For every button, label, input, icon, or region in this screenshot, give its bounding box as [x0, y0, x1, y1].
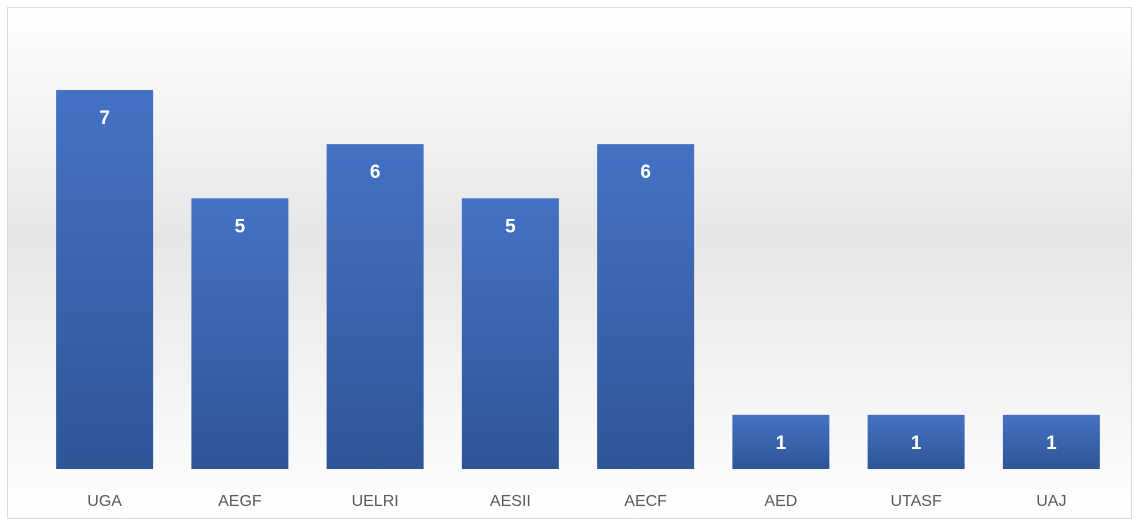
data-label: 6: [370, 162, 381, 183]
data-label: 1: [1046, 433, 1057, 454]
x-tick-label: AESII: [490, 493, 531, 510]
x-tick-label: AECF: [624, 493, 667, 510]
bar: [732, 414, 830, 469]
bar: [326, 144, 424, 469]
x-tick-label: AEGF: [218, 493, 262, 510]
data-label: 5: [505, 216, 516, 237]
x-tick-label: UTASF: [890, 493, 941, 510]
bar: [461, 198, 559, 470]
x-tick-label: UAJ: [1036, 493, 1066, 510]
data-label: 6: [640, 162, 651, 183]
data-label: 1: [911, 433, 922, 454]
x-tick-label: AED: [764, 493, 797, 510]
bar: [1002, 414, 1100, 469]
bar: [191, 198, 289, 470]
bar: [867, 414, 965, 469]
data-label: 5: [235, 216, 246, 237]
bar: [597, 144, 695, 469]
bar: [56, 90, 154, 469]
x-tick-label: UELRI: [352, 493, 399, 510]
data-label: 1: [776, 433, 787, 454]
data-label: 7: [99, 108, 110, 129]
x-tick-label: UGA: [87, 493, 122, 510]
